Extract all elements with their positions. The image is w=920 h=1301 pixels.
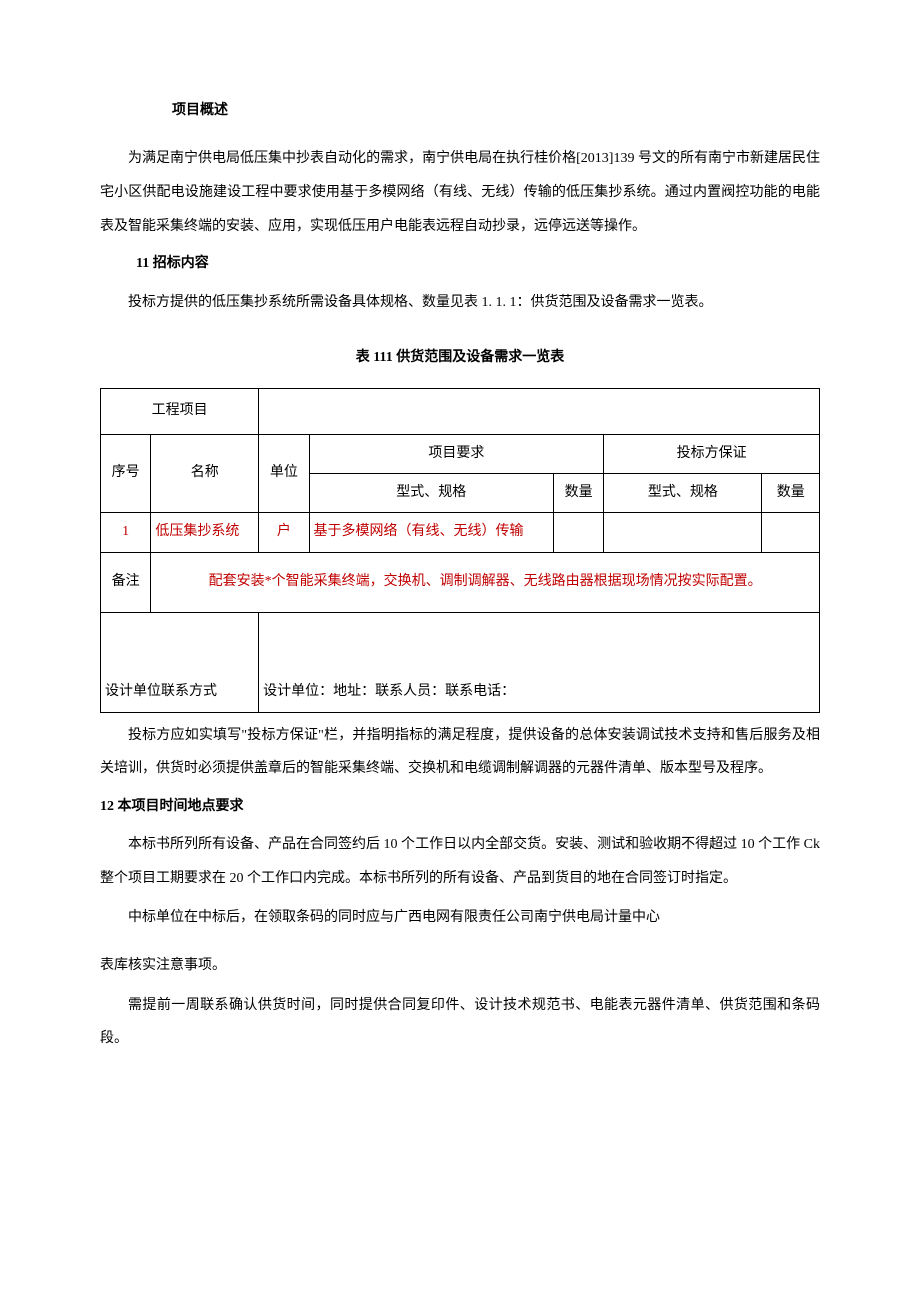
paragraph-contact-ahead: 需提前一周联系确认供货时间，同时提供合同复印件、设计技术规范书、电能表元器件清单… [100,989,820,1056]
cell-contact-text: 设计单位：地址：联系人员：联系电话： [259,612,820,712]
paragraph-winning-bidder: 中标单位在中标后，在领取条码的同时应与广西电网有限责任公司南宁供电局计量中心 [100,901,820,935]
cell-project-label: 工程项目 [101,388,259,434]
cell-header-spec1: 型式、规格 [309,473,553,512]
cell-spec2 [604,513,762,552]
table-title: 表 111 供货范围及设备需求一览表 [100,347,820,369]
table-row: 设计单位联系方式 设计单位：地址：联系人员：联系电话： [101,612,820,712]
cell-header-name: 名称 [151,434,259,513]
cell-seq: 1 [101,513,151,552]
cell-header-qty2: 数量 [762,473,820,512]
cell-header-spec2: 型式、规格 [604,473,762,512]
cell-header-unit: 单位 [259,434,309,513]
table-row: 1 低压集抄系统 户 基于多模网络（有线、无线）传输 [101,513,820,552]
paragraph-bid-intro: 投标方提供的低压集抄系统所需设备具体规格、数量见表 1. 1. 1：供货范围及设… [100,286,820,320]
cell-contact-label: 设计单位联系方式 [101,612,259,712]
paragraph-warehouse-note: 表库核实注意事项。 [100,949,820,983]
cell-header-seq: 序号 [101,434,151,513]
heading-project-overview: 项目概述 [172,100,820,122]
table-row: 序号 名称 单位 项目要求 投标方保证 [101,434,820,473]
supply-table: 工程项目 序号 名称 单位 项目要求 投标方保证 型式、规格 数量 型式、规格 … [100,388,820,713]
cell-unit: 户 [259,513,309,552]
heading-time-location: 12 本项目时间地点要求 [100,796,820,818]
paragraph-guarantee-note: 投标方应如实填写"投标方保证"栏，并指明指标的满足程度，提供设备的总体安装调试技… [100,719,820,786]
paragraph-overview: 为满足南宁供电局低压集中抄表自动化的需求，南宁供电局在执行桂价格[2013]13… [100,142,820,243]
table-row: 工程项目 [101,388,820,434]
table-row: 备注 配套安装*个智能采集终端，交换机、调制调解器、无线路由器根据现场情况按实际… [101,552,820,612]
cell-name: 低压集抄系统 [151,513,259,552]
cell-qty1 [553,513,603,552]
paragraph-delivery: 本标书所列所有设备、产品在合同签约后 10 个工作日以内全部交货。安装、测试和验… [100,828,820,895]
cell-note-label: 备注 [101,552,151,612]
cell-note-text: 配套安装*个智能采集终端，交换机、调制调解器、无线路由器根据现场情况按实际配置。 [151,552,820,612]
cell-header-requirement: 项目要求 [309,434,604,473]
cell-project-value [259,388,820,434]
cell-spec: 基于多模网络（有线、无线）传输 [309,513,553,552]
cell-header-qty1: 数量 [553,473,603,512]
cell-header-guarantee: 投标方保证 [604,434,820,473]
heading-bid-content: 11 招标内容 [136,253,820,275]
cell-qty2 [762,513,820,552]
